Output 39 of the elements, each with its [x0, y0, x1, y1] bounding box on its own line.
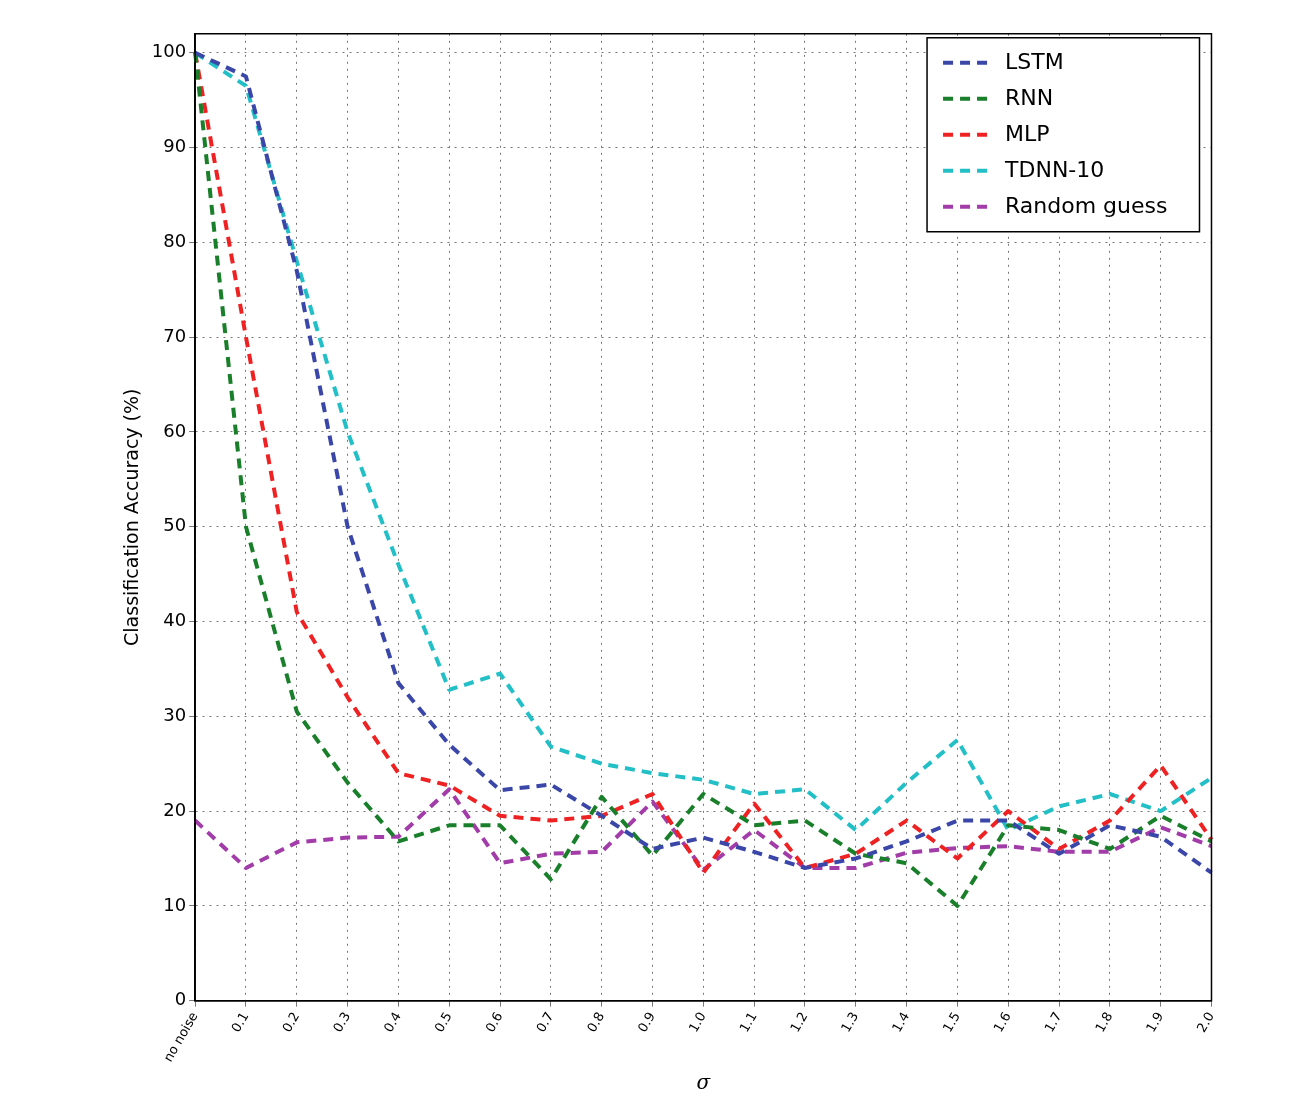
y-tick-label: 90 — [163, 135, 187, 157]
x-axis-title: σ — [696, 1070, 712, 1095]
x-tick-label: 1.9 — [1142, 1009, 1167, 1035]
legend-label: Random guess — [1005, 192, 1168, 218]
x-tick-label: 2.0 — [1193, 1009, 1218, 1035]
y-tick-label: 20 — [163, 798, 187, 820]
x-tick-label: 0.7 — [533, 1009, 557, 1035]
legend-label: TDNN-10 — [1004, 156, 1105, 182]
y-tick-label: 50 — [163, 514, 187, 536]
legend-label: RNN — [1005, 84, 1054, 110]
x-tick-label: 1.0 — [685, 1009, 709, 1035]
x-tick-label: 0.3 — [329, 1009, 354, 1035]
y-tick-label: 80 — [163, 230, 187, 252]
x-tick-label: 1.4 — [888, 1009, 913, 1035]
y-tick-label: 40 — [163, 609, 187, 631]
x-tick-label: 0.5 — [431, 1009, 455, 1035]
x-tick-label: 0.8 — [583, 1009, 608, 1035]
y-tick-label: 60 — [163, 419, 187, 441]
x-tick-label: 1.2 — [787, 1009, 811, 1035]
x-tick-label: 0.4 — [380, 1009, 404, 1035]
legend-label: LSTM — [1005, 48, 1064, 74]
y-axis-title: Classification Accuracy (%) — [120, 388, 143, 646]
x-tick-label: 1.7 — [1041, 1009, 1065, 1035]
x-tick-label: 1.6 — [990, 1009, 1014, 1035]
y-tick-label: 100 — [151, 40, 187, 62]
y-tick-label: 0 — [174, 988, 187, 1010]
x-tick-label: 1.5 — [939, 1009, 963, 1035]
y-tick-label: 10 — [163, 893, 187, 915]
x-tick-label: 0.9 — [634, 1009, 659, 1035]
x-tick-label: 0.2 — [278, 1009, 303, 1035]
x-tick-label: 1.3 — [837, 1009, 862, 1035]
line-series — [193, 787, 1214, 872]
legend-label: MLP — [1005, 120, 1050, 146]
x-tick-label: 1.8 — [1092, 1009, 1116, 1035]
x-tick-label: 0.6 — [482, 1009, 506, 1035]
y-tick-label: 70 — [163, 324, 187, 346]
x-tick-label: 1.1 — [736, 1009, 760, 1035]
y-tick-label: 30 — [163, 703, 187, 725]
x-tick-label: 0.1 — [228, 1009, 252, 1035]
